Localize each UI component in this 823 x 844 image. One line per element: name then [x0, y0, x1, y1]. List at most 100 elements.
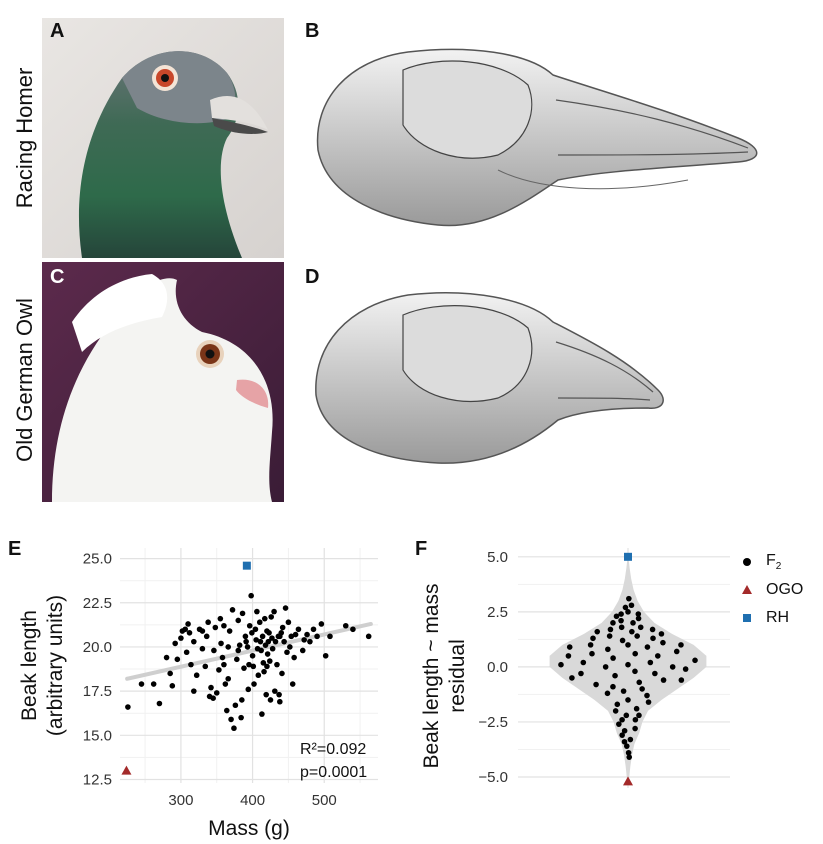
data-point-f2 — [232, 702, 239, 709]
data-point-f2 — [310, 626, 317, 633]
data-point-f2 — [213, 690, 220, 696]
data-point-f2 — [566, 644, 573, 650]
data-point-ogo — [623, 776, 633, 786]
data-point-f2 — [616, 721, 622, 727]
data-point-f2 — [242, 633, 249, 640]
data-point-f2 — [191, 688, 197, 694]
data-point-f2 — [228, 716, 234, 723]
data-point-f2 — [635, 615, 642, 622]
data-point-f2 — [174, 656, 181, 663]
data-point-f2 — [285, 619, 292, 626]
data-point-f2 — [271, 608, 277, 615]
data-point-f2 — [221, 661, 227, 668]
data-point-f2 — [692, 657, 698, 664]
y-tick-label: 12.5 — [83, 771, 112, 788]
data-point-f2 — [254, 608, 260, 615]
data-point-f2 — [279, 670, 285, 677]
data-point-f2 — [217, 615, 224, 622]
data-point-f2 — [654, 653, 661, 659]
p-value-label: p=0.0001 — [300, 764, 367, 781]
data-point-f2 — [205, 619, 211, 626]
old-german-owl-photo — [42, 262, 284, 502]
data-point-f2 — [257, 638, 264, 645]
row-label-old-german-owl: Old German Owl — [12, 298, 37, 462]
data-point-f2 — [304, 631, 310, 638]
y-axis-label: (arbitrary units) — [44, 595, 67, 736]
data-point-f2 — [288, 633, 295, 640]
data-point-f2 — [678, 677, 685, 683]
data-point-f2 — [234, 656, 240, 663]
data-point-f2 — [268, 614, 275, 620]
data-point-f2 — [322, 652, 329, 659]
data-point-f2 — [208, 684, 214, 691]
data-point-f2 — [202, 663, 209, 670]
data-point-f2 — [314, 633, 320, 640]
data-point-f2 — [587, 642, 594, 648]
y-axis-label: Beak length — [18, 610, 41, 721]
legend: F2 OGO RH — [738, 548, 803, 632]
y-tick-label: 15.0 — [83, 727, 112, 744]
legend-label-ogo: OGO — [766, 581, 804, 598]
data-point-f2 — [342, 622, 349, 629]
data-point-f2 — [639, 686, 645, 692]
data-point-f2 — [658, 631, 665, 637]
x-axis-label: Mass (g) — [208, 817, 290, 840]
data-point-f2 — [612, 672, 618, 679]
data-point-f2 — [163, 654, 170, 661]
data-point-f2 — [633, 705, 640, 712]
data-point-f2 — [614, 701, 621, 708]
data-point-f2 — [589, 650, 595, 657]
data-point-f2 — [274, 661, 280, 668]
data-point-f2 — [327, 633, 333, 640]
data-point-f2 — [223, 707, 230, 714]
data-point-rh — [242, 561, 251, 570]
data-point-f2 — [284, 649, 290, 656]
data-point-f2 — [225, 675, 232, 682]
data-point-f2 — [193, 672, 200, 679]
data-point-f2 — [569, 675, 575, 681]
data-point-rh — [624, 552, 632, 561]
data-point-f2 — [199, 645, 206, 652]
data-point-f2 — [669, 664, 676, 670]
data-point-f2 — [225, 644, 232, 650]
data-point-f2 — [619, 716, 625, 723]
legend-item-rh: RH — [738, 604, 803, 632]
data-point-f2 — [619, 637, 626, 644]
data-point-f2 — [252, 626, 259, 633]
x-tick-label: 300 — [168, 792, 193, 809]
y-tick-label: 20.0 — [83, 639, 112, 656]
data-point-f2 — [253, 637, 259, 643]
data-point-f2 — [186, 630, 193, 636]
violin-shape — [549, 556, 707, 782]
data-point-f2 — [610, 655, 616, 661]
data-point-f2 — [226, 628, 233, 634]
data-point-f2 — [623, 712, 630, 719]
data-point-f2 — [291, 654, 297, 661]
data-point-f2 — [272, 638, 279, 645]
data-point-f2 — [250, 663, 257, 670]
data-point-f2 — [558, 661, 564, 668]
data-point-f2 — [634, 633, 640, 639]
data-point-f2 — [307, 638, 313, 645]
data-point-f2 — [229, 607, 236, 613]
panel-label-d: D — [305, 266, 320, 288]
data-point-f2 — [211, 647, 217, 654]
data-point-f2 — [625, 642, 631, 648]
data-point-f2 — [266, 630, 272, 636]
panel-label-b: B — [305, 20, 320, 42]
y-tick-label: 22.5 — [83, 595, 112, 612]
data-point-f2 — [565, 653, 572, 659]
data-point-f2 — [623, 743, 630, 749]
y-axis-label: residual — [446, 639, 469, 713]
data-point-f2 — [632, 716, 639, 723]
data-point-f2 — [235, 617, 242, 624]
x-tick-label: 500 — [312, 792, 337, 809]
panel-label-f: F — [415, 538, 428, 560]
data-point-f2 — [210, 695, 216, 701]
data-point-f2 — [272, 688, 278, 694]
data-point-f2 — [678, 642, 684, 648]
data-point-f2 — [618, 624, 625, 631]
data-point-f2 — [606, 633, 613, 639]
y-tick-label: −5.0 — [478, 769, 508, 786]
y-axis-label: Beak length ~ mass — [420, 583, 443, 768]
